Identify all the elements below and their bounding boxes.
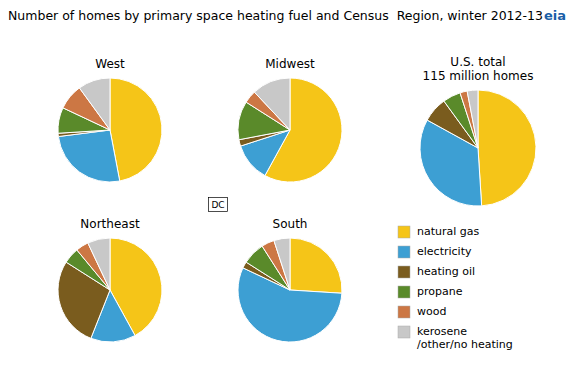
legend-label: kerosene/other/no heating (417, 325, 513, 351)
legend-item: electricity (398, 245, 472, 258)
legend-swatch (398, 266, 410, 278)
annotation: DC (208, 198, 227, 212)
legend-label: wood (417, 305, 446, 318)
legend-swatch (398, 326, 410, 338)
pie-slice (290, 238, 342, 293)
pie-slice (88, 238, 110, 290)
pie (238, 78, 342, 182)
pie-slice (274, 238, 290, 290)
legend-swatch (398, 306, 410, 318)
pie (420, 90, 536, 206)
pies (58, 78, 536, 342)
pie (238, 238, 342, 342)
annotation-text: eia (544, 8, 566, 23)
annotation-box (208, 198, 227, 212)
legend-item: natural gas (398, 225, 480, 238)
legend-label: heating oil (417, 265, 475, 278)
pie-label: U.S. total115 million homes (423, 55, 534, 83)
legend-label: electricity (417, 245, 472, 258)
pie-label: Midwest (265, 57, 315, 71)
annotation-text: DC (211, 200, 224, 210)
annotation: eia (544, 8, 566, 23)
pie-slice (467, 90, 478, 148)
pie (58, 78, 162, 182)
legend-label: propane (417, 285, 463, 298)
pie-slice (58, 130, 119, 182)
legend: natural gas electricity heating oil propane… (398, 225, 513, 351)
legend-label: natural gas (417, 225, 480, 238)
legend-item: heating oil (398, 265, 475, 278)
chart: Number of homes by primary space heating… (0, 0, 576, 385)
legend-item: kerosene/other/no heating (398, 325, 513, 351)
pie (58, 238, 162, 342)
pie-label: West (95, 57, 125, 71)
legend-swatch (398, 246, 410, 258)
pie-slice (79, 78, 110, 130)
legend-swatch (398, 286, 410, 298)
pie-slice (478, 90, 536, 206)
title: Number of homes by primary space heating… (8, 8, 543, 23)
pie-slice (110, 78, 162, 181)
pie-label: South (273, 217, 308, 231)
pie-label: Northeast (80, 217, 140, 231)
legend-item: wood (398, 305, 446, 318)
legend-item: propane (398, 285, 463, 298)
pie-slice (254, 78, 290, 130)
legend-swatch (398, 226, 410, 238)
